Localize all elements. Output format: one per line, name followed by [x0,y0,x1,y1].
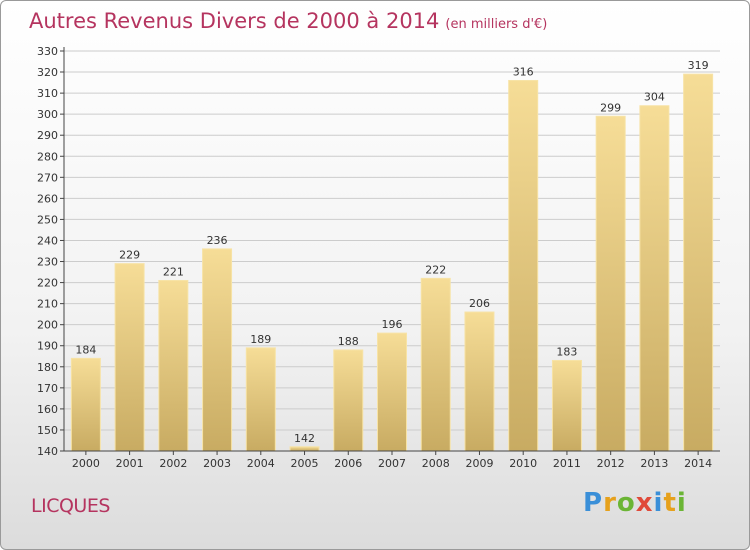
bar-value-label: 319 [688,59,709,72]
x-tick-label: 2014 [684,457,712,470]
x-tick-label: 2001 [116,457,144,470]
y-tick-label: 320 [37,66,58,79]
proxiti-logo: Proxiti [583,488,687,518]
bar [420,277,451,452]
x-tick-label: 2000 [72,457,100,470]
bar-value-label: 206 [469,297,490,310]
bar [333,349,364,452]
y-tick-label: 300 [37,108,58,121]
y-tick-label: 190 [37,340,58,353]
y-tick-label: 280 [37,150,58,163]
y-tick-label: 150 [37,424,58,437]
logo-letter: r [603,488,617,518]
y-tick-label: 160 [37,403,58,416]
bar [70,357,101,452]
y-tick-label: 170 [37,382,58,395]
logo-letter: o [616,488,636,518]
bar [289,446,320,452]
bar [551,359,582,452]
chart-title-unit: (en milliers d'€) [445,17,548,32]
bars [70,73,714,452]
bar-value-label: 229 [119,249,140,262]
logo-letter: x [635,488,654,518]
y-tick-label: 330 [37,45,58,58]
x-tick-label: 2002 [159,457,187,470]
x-tick-label: 2005 [291,457,319,470]
bar [114,263,145,452]
x-tick-label: 2010 [509,457,537,470]
y-tick-label: 270 [37,171,58,184]
x-tick-label: 2006 [334,457,362,470]
x-tick-label: 2004 [247,457,275,470]
y-tick-label: 200 [37,319,58,332]
bar [639,105,670,452]
x-tick-label: 2009 [465,457,493,470]
bar [377,332,407,452]
x-tick-label: 2013 [640,457,668,470]
bar-value-label: 221 [163,265,184,278]
bar-value-label: 196 [382,318,403,331]
bar-value-label: 222 [425,263,446,276]
x-tick-label: 2003 [203,457,231,470]
y-tick-label: 180 [37,361,58,374]
x-tick-label: 2008 [422,457,450,470]
bar-value-label: 183 [556,345,577,358]
bar [202,248,233,452]
bar [595,115,626,452]
bar-value-label: 188 [338,335,359,348]
bar [245,347,276,452]
bar-value-label: 316 [513,65,534,78]
logo-letter: P [583,488,604,518]
y-tick-label: 260 [37,192,58,205]
bar [158,279,189,452]
chart-title: Autres Revenus Divers de 2000 à 2014 (en … [29,9,547,33]
x-tick-label: 2007 [378,457,406,470]
logo-letter: i [676,488,687,518]
bar-value-label: 299 [600,101,621,114]
y-tick-label: 220 [37,277,58,290]
bar-value-label: 189 [250,333,271,346]
labels: 140 150 160 170 180 190 200 210 220 230 240 250 260 2… [37,45,712,470]
chart-title-text: Autres Revenus Divers de 2000 à 2014 [29,9,440,33]
y-tick-label: 290 [37,129,58,142]
bar-value-label: 304 [644,91,665,104]
x-tick-label: 2012 [597,457,625,470]
bar [508,79,539,452]
axes [60,47,720,455]
bar-value-label: 236 [207,234,228,247]
bar [464,311,495,452]
place-name: LICQUES [31,495,110,517]
y-tick-label: 240 [37,234,58,247]
logo-letter: t [663,488,677,518]
y-tick-label: 140 [37,445,58,458]
x-tick-label: 2011 [553,457,581,470]
bar-value-label: 142 [294,432,315,445]
bar [683,73,714,452]
y-tick-label: 250 [37,213,58,226]
y-tick-label: 210 [37,298,58,311]
logo-letter: i [653,488,664,518]
bar-value-label: 184 [75,343,96,356]
y-tick-label: 230 [37,256,58,269]
y-tick-label: 310 [37,87,58,100]
